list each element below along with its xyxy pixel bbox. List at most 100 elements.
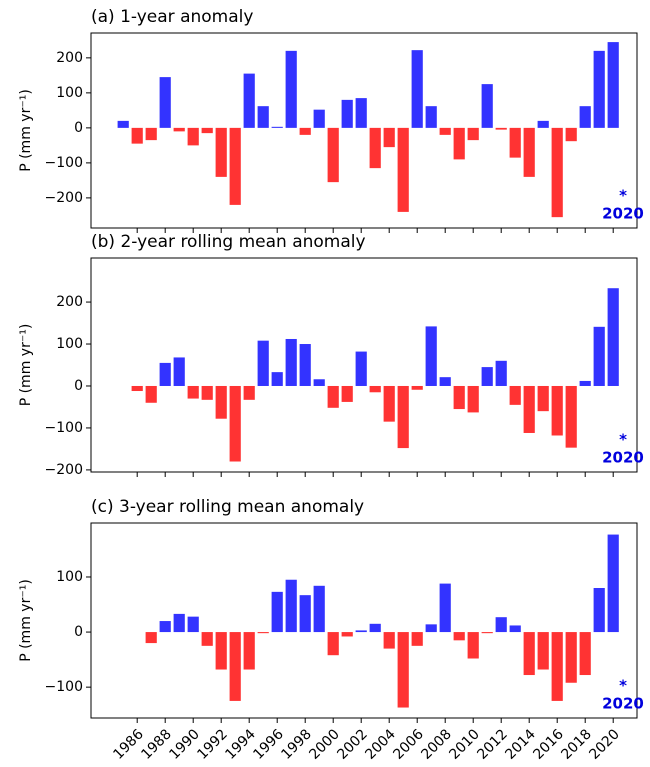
y-axis-label: P (mm yr⁻¹) (18, 89, 34, 172)
x-tick-label: 2002 (334, 726, 371, 763)
y-tick-label: 200 (56, 294, 83, 310)
bar (453, 127, 465, 160)
bar (229, 385, 241, 462)
bar (215, 127, 227, 177)
bar (411, 632, 423, 646)
bar (565, 385, 577, 448)
x-tick-label: 2012 (474, 726, 511, 763)
bar (355, 630, 367, 633)
bar (341, 385, 353, 402)
annotation: 2020 (602, 205, 644, 223)
bar (341, 632, 353, 637)
bar (229, 632, 241, 701)
bar (593, 326, 605, 386)
bar (201, 632, 213, 646)
bar (453, 632, 465, 641)
bar (411, 385, 423, 390)
bar (551, 632, 563, 701)
y-tick-label: −100 (45, 155, 83, 171)
bar (537, 385, 549, 412)
bar (565, 632, 577, 683)
x-tick-label: 1996 (250, 726, 287, 763)
bar (495, 617, 507, 633)
bar (383, 632, 395, 649)
bar (285, 579, 297, 633)
bar (579, 380, 591, 386)
bar (453, 385, 465, 410)
x-tick-label: 2008 (418, 726, 455, 763)
bar (537, 120, 549, 128)
x-tick-label: 1994 (222, 726, 259, 763)
x-tick-label: 1992 (194, 726, 231, 763)
bar (481, 367, 493, 386)
bar (271, 126, 283, 128)
y-tick-label: 200 (56, 50, 83, 66)
annotation: 2020 (602, 695, 644, 713)
bar (243, 385, 255, 400)
bar (341, 99, 353, 128)
bar (523, 385, 535, 433)
bar (229, 127, 241, 205)
bar (425, 624, 437, 633)
bar (313, 109, 325, 128)
annotation: * (619, 677, 627, 695)
bar (523, 127, 535, 177)
bar (173, 613, 185, 633)
bar (131, 127, 143, 144)
y-tick-label: −100 (45, 679, 83, 695)
bar (579, 106, 591, 128)
bar (159, 362, 171, 386)
bar (201, 127, 213, 134)
bar (467, 127, 479, 141)
bar (397, 385, 409, 449)
axes-frame (90, 32, 638, 229)
bar (467, 385, 479, 413)
bar (243, 632, 255, 670)
annotation: * (619, 187, 627, 205)
bar (285, 338, 297, 386)
x-tick-label: 2016 (530, 726, 567, 763)
bar (173, 127, 185, 132)
bar (271, 372, 283, 386)
bar (607, 42, 619, 128)
bar (187, 616, 199, 633)
bar (369, 385, 381, 393)
bar (187, 385, 199, 399)
y-tick-label: 0 (74, 378, 83, 394)
x-tick-label: 2006 (390, 726, 427, 763)
y-axis-label: P (mm yr⁻¹) (18, 579, 34, 662)
bar (355, 98, 367, 128)
bar (481, 84, 493, 128)
bar (271, 591, 283, 633)
bar (509, 127, 521, 158)
bar (299, 595, 311, 633)
y-tick-label: 0 (74, 120, 83, 136)
bar (495, 360, 507, 386)
bar (607, 534, 619, 633)
y-axis-label: P (mm yr⁻¹) (18, 324, 34, 407)
bar (509, 385, 521, 405)
bar (579, 632, 591, 676)
bar (131, 385, 143, 392)
panel-title: (b) 2-year rolling mean anomaly (91, 232, 366, 252)
annotation: 2020 (602, 449, 644, 467)
bar (355, 351, 367, 386)
bar (439, 377, 451, 386)
bar (215, 385, 227, 419)
bar (425, 326, 437, 386)
x-tick-label: 1988 (138, 726, 175, 763)
y-tick-label: −200 (45, 190, 83, 206)
bar (313, 379, 325, 386)
bar (509, 625, 521, 633)
x-tick-label: 1986 (110, 726, 147, 763)
axes-frame (90, 522, 638, 719)
bar (537, 632, 549, 670)
bar (257, 340, 269, 386)
bar (327, 385, 339, 408)
bar (145, 632, 157, 644)
bar (215, 632, 227, 670)
bar (383, 127, 395, 148)
bar (173, 357, 185, 386)
y-tick-label: −200 (45, 462, 83, 478)
